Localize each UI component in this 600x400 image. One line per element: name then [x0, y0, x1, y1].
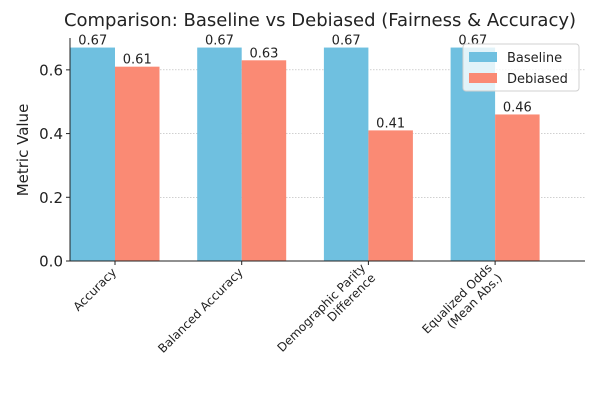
legend-label: Baseline [507, 51, 562, 66]
bar-value-label: 0.46 [503, 100, 532, 115]
y-tick-label: 0.4 [39, 125, 63, 143]
x-tick-label: Equalized Odds(Mean Abs.) [419, 261, 504, 346]
bar-value-label: 0.67 [205, 34, 234, 49]
bar-baseline-1 [197, 47, 242, 261]
bar-value-label: 0.61 [123, 53, 152, 68]
x-tick-label: Balanced Accuracy [155, 265, 246, 356]
x-tick-label: Demographic ParityDifference [274, 261, 378, 365]
x-tick-label-line: Balanced Accuracy [155, 265, 246, 356]
x-tick-label: Accuracy [70, 265, 119, 314]
legend-swatch-debiased [469, 73, 497, 83]
y-tick-label: 0.0 [39, 253, 63, 271]
legend-swatch-baseline [469, 52, 497, 62]
bar-value-label: 0.41 [376, 116, 405, 131]
bar-value-label: 0.67 [78, 34, 107, 49]
chart-title: Comparison: Baseline vs Debiased (Fairne… [63, 10, 577, 31]
bar-debiased-1 [241, 60, 287, 261]
bar-debiased-2 [368, 130, 413, 261]
x-tick-label-line: Accuracy [70, 265, 119, 314]
bar-debiased-3 [495, 114, 540, 261]
y-tick-label: 0.2 [39, 189, 63, 207]
bar-value-label: 0.63 [249, 46, 278, 61]
bar-debiased-0 [115, 66, 160, 262]
legend-label: Debiased [507, 72, 568, 87]
bar-baseline-0 [70, 47, 115, 261]
bar-baseline-2 [323, 47, 369, 261]
x-tick-label-line: Demographic Parity [274, 261, 368, 355]
y-axis-label: Metric Value [14, 104, 32, 197]
bar-value-label: 0.67 [332, 34, 361, 49]
y-tick-label: 0.6 [39, 61, 63, 79]
